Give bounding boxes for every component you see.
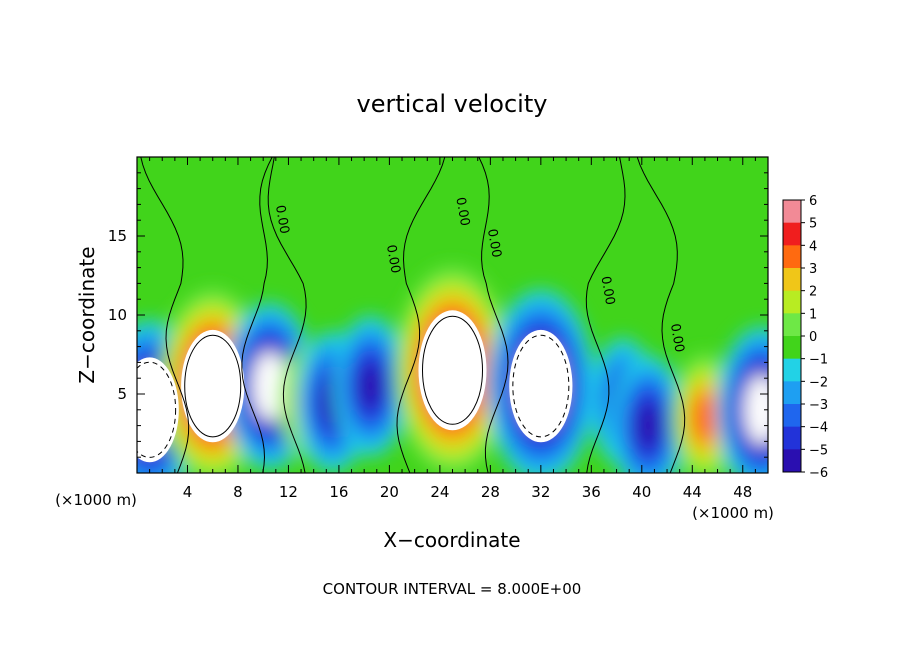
colorbar-label: −5 [809,443,828,458]
field-ring [635,402,661,450]
y-tick-label: 15 [108,227,127,245]
colorbar-label: 6 [809,194,817,209]
colorbar-label: −6 [809,466,828,481]
field-ring [358,362,383,410]
x-tick-label: 24 [430,483,449,501]
chart-title: vertical velocity [357,90,548,118]
x-unit-left: (×1000 m) [55,491,137,509]
colorbar: 6 5 4 3 2 1 0 −1 −2 −3 −4 −5 −6 [782,194,828,481]
x-tick-label: 20 [380,483,399,501]
saturated-core [418,310,487,431]
x-tick-label: 4 [183,483,193,501]
x-tick-label: 36 [582,483,601,501]
x-tick-label: 12 [279,483,298,501]
contour-label: 0.00 [272,204,292,235]
colorbar-label: −3 [809,398,828,413]
x-tick-label: 28 [481,483,500,501]
x-tick-label: 44 [683,483,702,501]
y-tick-label: 10 [108,306,127,324]
zero-contour [241,157,273,473]
colorbar-bin [783,290,801,314]
x-tick-label: 32 [531,483,550,501]
colorbar-bin [783,222,801,246]
contour-label: 0.00 [452,196,472,227]
saturated-core [181,329,245,443]
colorbar-bin [783,245,801,269]
y-tick-label: 5 [117,385,127,403]
field-core [744,374,768,445]
colorbar-label: −4 [809,421,828,436]
contour-label: 0.00 [484,228,504,259]
zero-contour [585,157,626,473]
field-cell [333,315,408,457]
field-cell [716,326,768,473]
colorbar-label: 5 [809,217,817,232]
colorbar-label: 4 [809,239,817,254]
contour-label: 0.00 [597,275,617,306]
contour-interval-note: CONTOUR INTERVAL = 8.000E+00 [323,580,582,598]
contour-lines: 0.00 0.00 0.00 0.00 0.00 0.00 [137,157,687,473]
colorbar-bin [783,336,801,360]
colorbar-label: −2 [809,375,828,390]
colorbar-label: −1 [809,353,828,368]
y-axis-label: Z−coordinate [75,246,99,383]
colorbar-bin [783,426,801,450]
colorbar-bin [783,358,801,382]
colorbar-label: 2 [809,285,817,300]
zero-contour [267,157,307,473]
zero-contour [396,157,446,473]
colorbar-bin [783,268,801,292]
field-cell [611,355,686,473]
zero-contour [636,157,686,473]
colorbar-label: 0 [809,330,817,345]
x-tick-label: 40 [632,483,651,501]
saturated-core [137,357,179,463]
colorbar-bin [783,381,801,405]
field-ring [691,392,719,444]
x-tick-label: 8 [233,483,243,501]
x-tick-label: 16 [329,483,348,501]
saturated-core [509,329,573,443]
plot-area: 0.000.000.000.000.000.00 4 8 12 16 20 24 28 32 3… [108,156,769,501]
x-axis-label: X−coordinate [383,528,520,552]
colorbar-bin [783,313,801,337]
colorbar-bin [783,404,801,428]
x-unit-right: (×1000 m) [692,504,774,522]
core-contour [184,334,242,438]
x-tick-label: 48 [733,483,752,501]
core-contour [137,361,177,458]
core-contour [422,315,483,425]
core-contour [512,334,570,438]
velocity-field [137,267,768,473]
zero-contour [140,157,190,473]
x-axis: 4 8 12 16 20 24 28 32 36 40 44 48 [149,157,756,501]
y-axis: 5 10 15 [108,172,768,458]
contour-label: 0.00 [383,244,403,275]
colorbar-bin [783,200,801,224]
colorbar-bin [783,449,801,473]
zero-contour [478,157,509,473]
field-core [252,351,287,422]
contour-label: 0.00 [667,323,687,354]
colorbar-label: 3 [809,262,817,277]
colorbar-label: 1 [809,307,817,322]
